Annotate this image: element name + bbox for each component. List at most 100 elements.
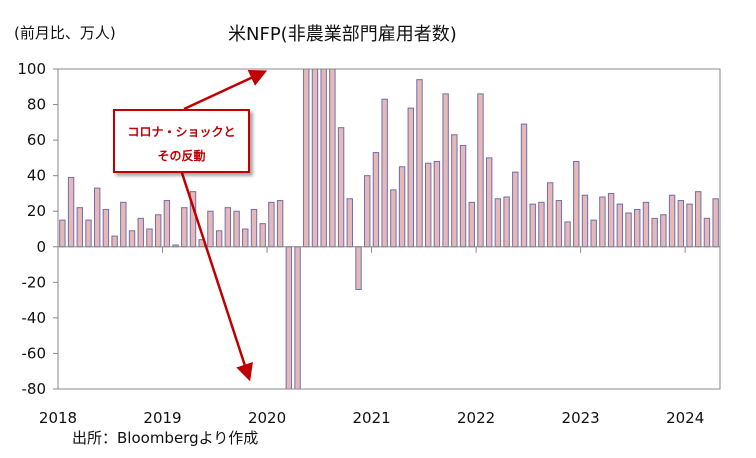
bar — [477, 93, 484, 248]
x-tick-label: 2021 — [352, 409, 390, 427]
bar — [233, 210, 240, 248]
bar — [546, 182, 554, 248]
bar — [503, 196, 510, 248]
bar — [433, 160, 441, 248]
bar — [712, 198, 719, 248]
bar — [311, 68, 319, 248]
bar — [485, 157, 493, 248]
bar — [320, 68, 327, 248]
y-tick-label: 100 — [17, 60, 46, 78]
bar — [416, 79, 423, 248]
y-tick-label: 20 — [27, 202, 46, 220]
bar — [224, 207, 232, 248]
bar — [651, 217, 658, 248]
bar — [529, 203, 536, 248]
y-tick-label: -20 — [22, 273, 47, 291]
bar — [599, 196, 606, 248]
bar — [390, 189, 397, 248]
bar — [154, 214, 162, 248]
bar — [294, 246, 301, 390]
bar — [128, 230, 136, 248]
bar — [607, 192, 615, 248]
bar — [242, 228, 249, 248]
annotation-line-1: コロナ・ショックと — [127, 125, 236, 139]
bar — [372, 152, 380, 248]
bar — [686, 203, 693, 248]
x-tick-label: 2022 — [457, 409, 495, 427]
bar — [285, 246, 293, 390]
bar — [250, 208, 258, 248]
bar — [137, 217, 144, 248]
bar — [303, 68, 310, 248]
bar — [407, 107, 414, 248]
source-note: 出所：Bloombergより作成 — [72, 429, 259, 447]
bar — [364, 175, 371, 248]
annotation-line-2: その反動 — [157, 149, 206, 163]
bar — [146, 228, 153, 248]
bar — [581, 194, 589, 248]
bar — [381, 98, 388, 248]
y-tick-label: 80 — [27, 96, 46, 114]
bar — [573, 160, 580, 248]
y-tick-label: 0 — [36, 238, 46, 256]
bar — [564, 221, 571, 248]
annotation-arrow-up — [183, 69, 268, 111]
bar — [337, 127, 345, 248]
bar — [329, 68, 336, 248]
bar — [512, 171, 519, 248]
annotation-arrow-down — [180, 172, 253, 382]
bar — [494, 198, 502, 248]
bar — [468, 201, 475, 248]
bar — [398, 166, 406, 248]
bar — [660, 214, 667, 248]
y-tick-label: -60 — [22, 344, 47, 362]
y-tick-label: 40 — [27, 167, 46, 185]
bar — [276, 200, 284, 248]
bar — [120, 201, 127, 248]
bar — [677, 200, 685, 248]
bar — [695, 191, 702, 248]
bar — [703, 217, 711, 248]
plot-frame — [57, 68, 721, 390]
bar — [181, 207, 188, 248]
x-tick-label: 2024 — [666, 409, 704, 427]
bar — [616, 203, 624, 248]
bar — [668, 194, 676, 248]
y-tick-label: -40 — [22, 309, 47, 327]
bar — [85, 219, 92, 248]
chart-title: 米NFP(非農業部門雇用者数) — [228, 24, 457, 45]
bar — [207, 210, 214, 248]
bar — [346, 198, 354, 248]
bar — [538, 201, 545, 248]
x-tick-label: 2023 — [562, 409, 600, 427]
bar — [76, 207, 83, 248]
y-tick-label: 60 — [27, 131, 46, 149]
bar — [59, 219, 66, 248]
bar — [111, 235, 118, 248]
bar — [268, 201, 275, 248]
bar — [93, 187, 101, 248]
bar — [442, 93, 449, 248]
y-tick-label: -80 — [22, 380, 47, 398]
bar — [67, 176, 75, 248]
bar — [163, 200, 171, 248]
bar — [259, 223, 266, 248]
x-tick-label: 2020 — [248, 409, 286, 427]
bar — [555, 200, 563, 248]
bar — [590, 219, 597, 248]
x-tick-label: 2018 — [39, 409, 77, 427]
bar — [634, 208, 641, 248]
y-axis-unit-label: (前月比、万人) — [14, 24, 116, 42]
bar — [102, 208, 110, 248]
bar — [355, 246, 362, 290]
bar — [642, 201, 650, 248]
bar — [424, 162, 432, 248]
annotation-box: コロナ・ショックと その反動 — [113, 109, 250, 173]
bar — [625, 212, 632, 248]
bar — [459, 144, 467, 248]
bar — [451, 134, 458, 248]
bar — [215, 230, 223, 248]
x-tick-label: 2019 — [143, 409, 181, 427]
bar — [520, 123, 528, 248]
